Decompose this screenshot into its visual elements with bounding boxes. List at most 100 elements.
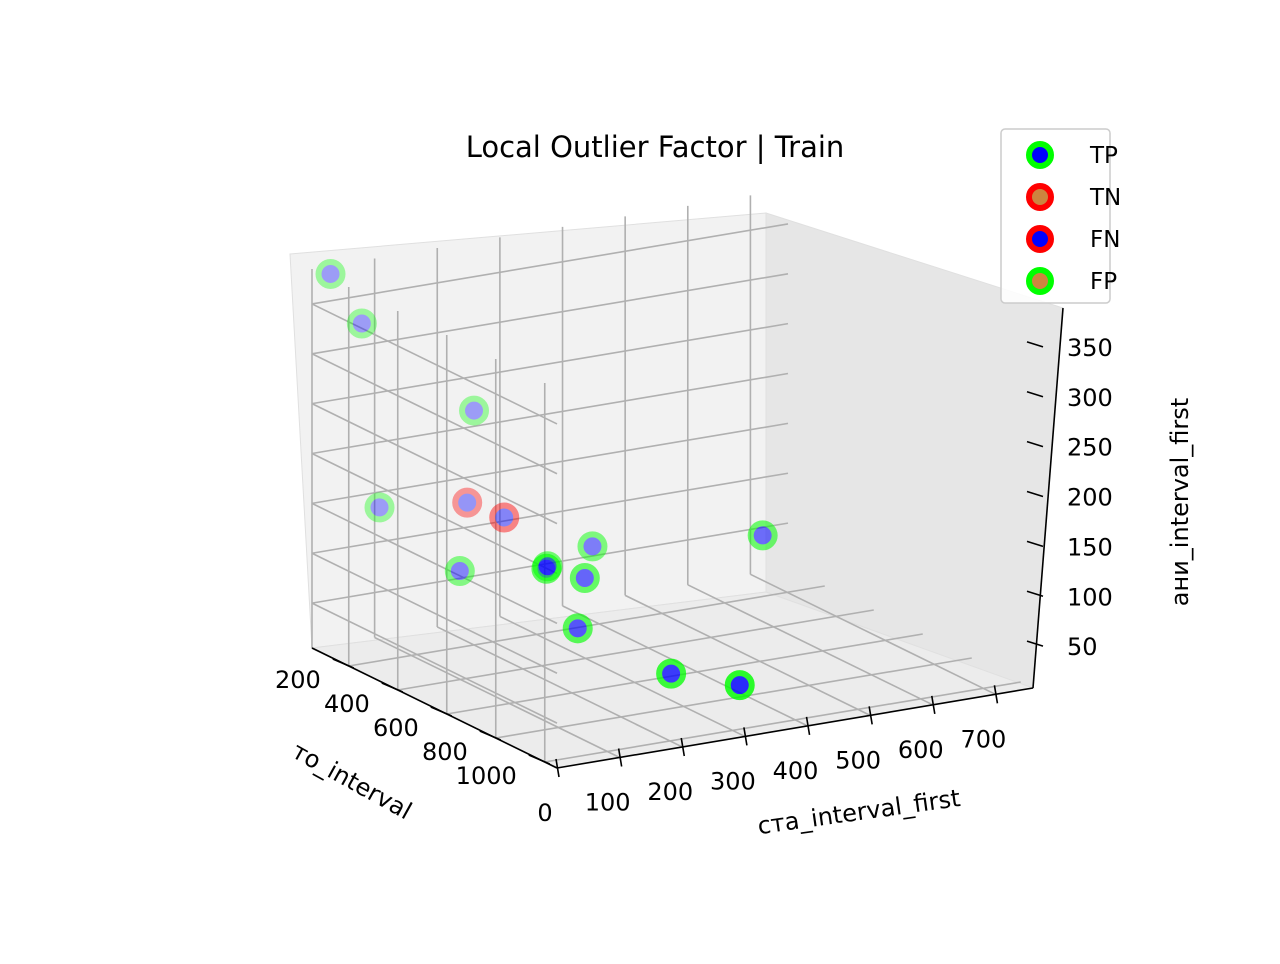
data-point-tp [577, 531, 608, 562]
y-axis-line [556, 687, 1034, 769]
z-tick-label: 350 [1067, 334, 1113, 362]
z-gridline [311, 602, 558, 724]
y-tick [805, 716, 811, 736]
x-tick [528, 754, 551, 765]
y-gridline [687, 584, 934, 706]
back-left-pane [289, 212, 767, 649]
legend-marker [1026, 267, 1054, 295]
x-gridline [544, 681, 1021, 763]
legend: TP TN FN FP [1000, 128, 1121, 304]
legend-marker [1026, 183, 1054, 211]
z-tick [1026, 440, 1044, 448]
y-tick [993, 685, 999, 704]
y-tick-label: 500 [835, 746, 881, 774]
y-gridline [624, 594, 871, 717]
z-tick-label: 200 [1067, 484, 1113, 512]
legend-marker [1026, 225, 1054, 253]
x-tick-label: 1000 [456, 762, 517, 790]
data-point-tp [562, 613, 593, 644]
z-tick [1026, 540, 1044, 548]
z-tick [1026, 391, 1044, 398]
z-gridline [311, 372, 789, 455]
z-gridline [311, 322, 789, 405]
data-points [315, 258, 778, 701]
data-point-tp [459, 395, 490, 426]
z-axis-label: ани_interval_first [1166, 398, 1194, 606]
z-tick-label: 300 [1067, 384, 1113, 412]
data-point-fn [452, 487, 483, 518]
data-point-tp [315, 258, 346, 289]
z-gridline [311, 552, 558, 674]
legend-item-tp: TP [1026, 141, 1118, 169]
legend-item-fp: FP [1026, 267, 1117, 295]
x-tick [381, 682, 404, 693]
x-tick-label: 200 [275, 666, 321, 694]
z-gridline [311, 452, 558, 575]
data-point-tp [364, 492, 395, 523]
y-axis-label: ста_interval_first [756, 784, 962, 840]
x-tick [332, 658, 355, 669]
z-gridline [311, 502, 558, 625]
y-gridline [499, 615, 746, 738]
x-tick-label: 600 [373, 714, 419, 742]
legend-item-fn: FN [1026, 225, 1120, 253]
y-tick-label: 200 [647, 778, 693, 806]
legend-label: FN [1090, 227, 1120, 253]
z-tick [1026, 490, 1044, 498]
y-tick [555, 758, 560, 778]
z-gridline [311, 303, 558, 425]
y-gridline [750, 573, 996, 696]
z-gridline [311, 223, 789, 305]
data-point-tp [747, 520, 778, 551]
y-tick [680, 737, 686, 757]
y-gridline [562, 605, 808, 727]
z-gridline [311, 422, 789, 505]
grid-lines [311, 195, 1021, 769]
data-point-tp [569, 563, 600, 594]
legend-item-tn: TN [1026, 183, 1121, 211]
y-tick [868, 706, 873, 725]
z-axis-line [1032, 307, 1064, 689]
y-gridline [374, 636, 620, 759]
z-tick-label: 50 [1067, 633, 1098, 661]
z-gridline [311, 272, 789, 355]
chart-title: Local Outlier Factor | Train [466, 130, 845, 164]
legend-label: FP [1090, 269, 1117, 295]
y-tick [617, 748, 623, 767]
y-tick-label: 100 [585, 788, 631, 816]
z-tick-label: 100 [1067, 583, 1113, 611]
y-tick-label: 400 [773, 757, 819, 785]
y-tick-label: 300 [710, 767, 756, 795]
z-tick-label: 250 [1067, 434, 1113, 462]
x-gridline [397, 609, 874, 691]
legend-box [1000, 128, 1111, 304]
data-point-tp [444, 556, 475, 587]
data-point-tp [724, 670, 755, 701]
z-tick [1026, 590, 1044, 598]
z-tick [1026, 341, 1044, 348]
y-tick [931, 695, 936, 714]
legend-label: TP [1089, 143, 1118, 169]
y-tick [743, 727, 748, 746]
y-tick-label: 0 [537, 799, 552, 827]
legend-marker [1026, 141, 1054, 169]
data-point-tp [532, 551, 563, 582]
x-tick [430, 706, 453, 717]
y-tick-label: 600 [898, 736, 944, 764]
y-gridline [436, 626, 683, 748]
z-tick [1026, 640, 1044, 647]
y-tick-label: 700 [961, 725, 1007, 753]
data-point-tp [656, 658, 687, 689]
x-tick [479, 730, 502, 741]
x-tick-label: 400 [324, 690, 370, 718]
data-point-tp [346, 308, 377, 339]
legend-label: TN [1089, 185, 1121, 211]
data-point-fn [489, 502, 520, 533]
x-tick-label: 800 [422, 738, 468, 766]
z-gridline [311, 472, 789, 555]
axis-lines [311, 307, 1064, 778]
z-gridline [311, 402, 558, 525]
